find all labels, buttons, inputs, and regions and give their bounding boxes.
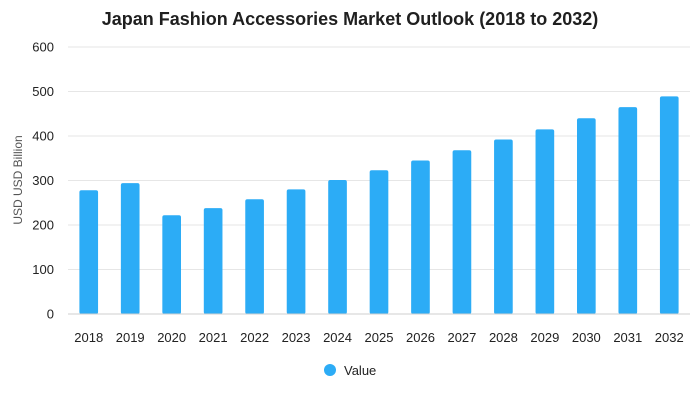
bar[interactable] <box>618 107 638 314</box>
x-tick-label: 2032 <box>655 330 684 345</box>
x-tick-label: 2030 <box>572 330 601 345</box>
bar[interactable] <box>79 190 99 314</box>
x-tick-label: 2029 <box>530 330 559 345</box>
x-tick-label: 2031 <box>613 330 642 345</box>
bar[interactable] <box>162 215 181 314</box>
bar[interactable] <box>452 150 472 314</box>
y-axis-ticks: 0 100 200 300 400 500 600 <box>32 40 54 322</box>
bar[interactable] <box>659 96 679 315</box>
x-tick-label: 2023 <box>282 330 311 345</box>
y-tick-label: 300 <box>32 173 54 188</box>
bars <box>79 96 679 315</box>
y-tick-label: 0 <box>47 307 54 322</box>
x-tick-label: 2019 <box>116 330 145 345</box>
y-tick-label: 400 <box>32 129 54 144</box>
bar[interactable] <box>535 129 555 314</box>
x-tick-label: 2021 <box>199 330 228 345</box>
x-tick-label: 2018 <box>74 330 103 345</box>
bar[interactable] <box>577 118 596 314</box>
bar[interactable] <box>120 183 140 314</box>
bar[interactable] <box>286 189 306 314</box>
y-tick-label: 500 <box>32 84 54 99</box>
bar[interactable] <box>369 170 389 314</box>
y-tick-label: 100 <box>32 262 54 277</box>
bar[interactable] <box>328 180 347 314</box>
x-tick-label: 2020 <box>157 330 186 345</box>
bar[interactable] <box>203 208 223 314</box>
x-tick-label: 2026 <box>406 330 435 345</box>
x-tick-label: 2028 <box>489 330 518 345</box>
x-axis-ticks: 2018 2019 2020 2021 2022 2023 2024 2025 2026 2027… <box>74 330 683 345</box>
x-tick-label: 2025 <box>365 330 394 345</box>
x-tick-label: 2022 <box>240 330 269 345</box>
y-tick-label: 200 <box>32 218 54 233</box>
y-tick-label: 600 <box>32 40 54 55</box>
legend[interactable]: Value <box>324 363 376 378</box>
bar[interactable] <box>245 199 264 314</box>
bar[interactable] <box>411 160 430 314</box>
y-axis-title: USD USD Billion <box>11 135 25 224</box>
chart-title: Japan Fashion Accessories Market Outlook… <box>102 9 599 29</box>
x-tick-label: 2027 <box>447 330 476 345</box>
bar[interactable] <box>494 139 513 314</box>
legend-swatch <box>324 364 336 376</box>
x-tick-label: 2024 <box>323 330 352 345</box>
legend-label: Value <box>344 363 376 378</box>
